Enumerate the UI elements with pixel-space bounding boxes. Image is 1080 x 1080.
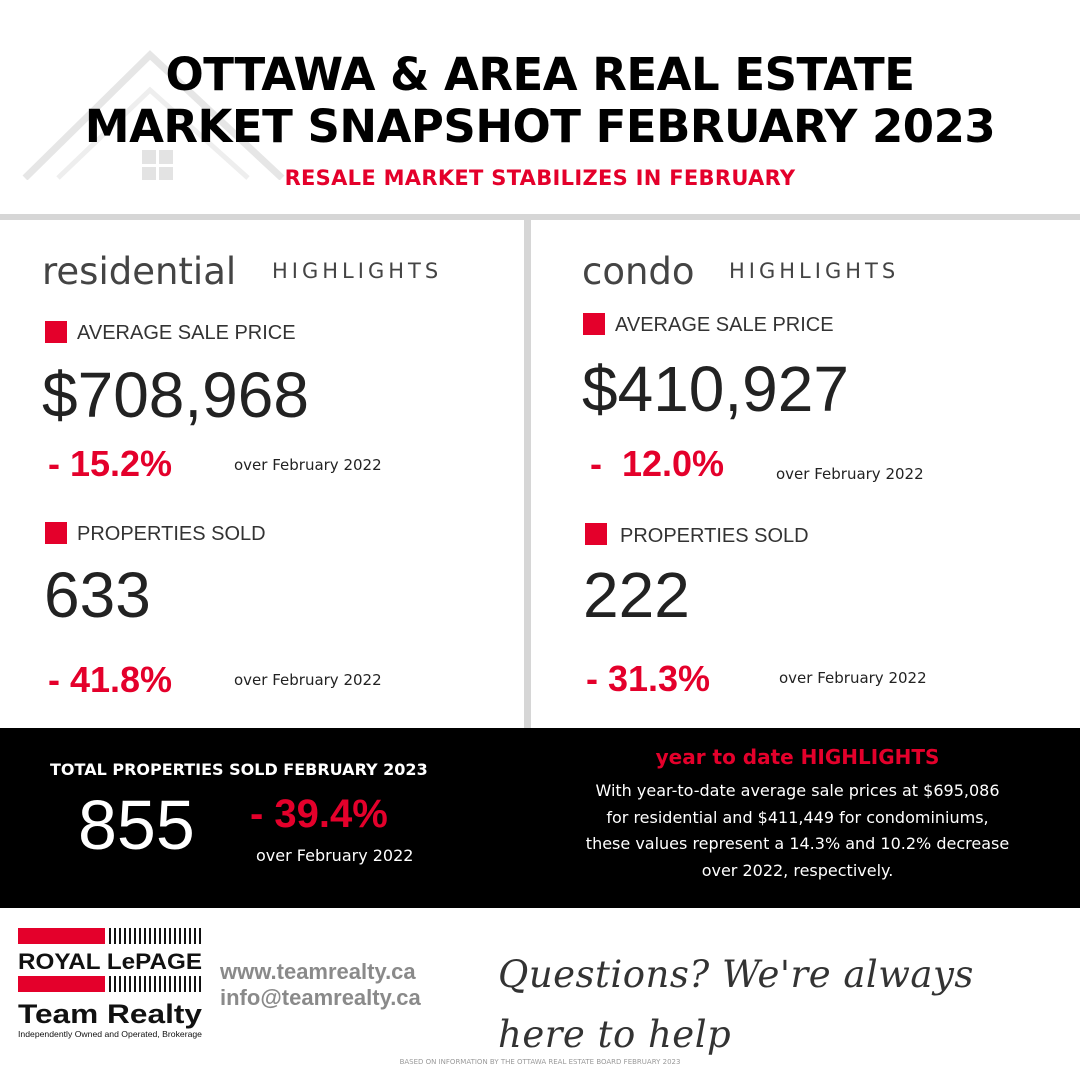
residential-avg-price-change: - 15.2%: [48, 443, 173, 484]
residential-sold-period: over February 2022: [234, 671, 382, 689]
residential-avg-price-period: over February 2022: [234, 456, 382, 474]
email-link[interactable]: info@teamrealty.ca: [220, 985, 421, 1010]
ytd-line: With year-to-date average sale prices at…: [595, 781, 1000, 800]
logo-line-2: Team Realty: [18, 999, 202, 1029]
red-square-bullet: [583, 313, 605, 335]
condo-sold-change: - 31.3%: [586, 658, 711, 699]
horizontal-divider: [0, 214, 1080, 220]
house-outline-icon: [22, 50, 285, 180]
page-subtitle: RESALE MARKET STABILIZES IN FEBRUARY: [284, 166, 796, 190]
residential-sold-change: - 41.8%: [48, 659, 173, 700]
royal-lepage-logo: ROYAL LePAGE Team Realty Independently O…: [18, 928, 202, 1039]
condo-avg-price-period: over February 2022: [776, 465, 924, 483]
residential-sold: 633: [44, 559, 151, 631]
total-sold-number: 855: [78, 786, 195, 864]
page-title-line-2: MARKET SNAPSHOT FEBRUARY 2023: [84, 100, 996, 153]
tagline: Questions? We're always here to help: [498, 953, 974, 1056]
ytd-summary: With year-to-date average sale prices at…: [560, 778, 1035, 884]
residential-highlights-label: HIGHLIGHTS: [272, 259, 443, 283]
condo-avg-price: $410,927: [582, 353, 849, 425]
red-square-bullet: [585, 523, 607, 545]
totals-band: [0, 728, 1080, 908]
condo-highlights-label: HIGHLIGHTS: [729, 259, 900, 283]
residential-avg-price: $708,968: [42, 359, 309, 431]
condo-sold-label: PROPERTIES SOLD: [620, 525, 809, 547]
page-title-line-1: OTTAWA & AREA REAL ESTATE: [165, 48, 915, 101]
ytd-line: these values represent a 14.3% and 10.2%…: [585, 834, 1010, 853]
ytd-line: over 2022, respectively.: [701, 860, 894, 880]
residential-sold-label: PROPERTIES SOLD: [77, 523, 266, 545]
condo-avg-price-label: AVERAGE SALE PRICE: [615, 314, 834, 336]
website-link[interactable]: www.teamrealty.ca: [220, 959, 416, 984]
condo-sold-period: over February 2022: [779, 669, 927, 687]
ytd-heading: year to date HIGHLIGHTS: [655, 745, 940, 769]
residential-heading: residential: [42, 250, 237, 293]
condo-avg-price-change: - 12.0%: [590, 443, 725, 484]
source-note: BASED ON INFORMATION BY THE OTTAWA REAL …: [399, 1058, 681, 1066]
vertical-divider: [524, 220, 531, 728]
ytd-line: for residential and $411,449 for condomi…: [606, 807, 989, 827]
total-sold-period: over February 2022: [256, 846, 414, 865]
total-sold-label: TOTAL PROPERTIES SOLD FEBRUARY 2023: [50, 760, 428, 779]
logo-line-3: Independently Owned and Operated, Broker…: [18, 1029, 202, 1039]
red-square-bullet: [45, 522, 67, 544]
condo-heading: condo: [582, 250, 695, 293]
condo-sold: 222: [583, 559, 690, 631]
total-sold-change: - 39.4%: [250, 792, 388, 836]
logo-line-1: ROYAL LePAGE: [18, 949, 202, 974]
residential-avg-price-label: AVERAGE SALE PRICE: [77, 322, 296, 344]
red-square-bullet: [45, 321, 67, 343]
